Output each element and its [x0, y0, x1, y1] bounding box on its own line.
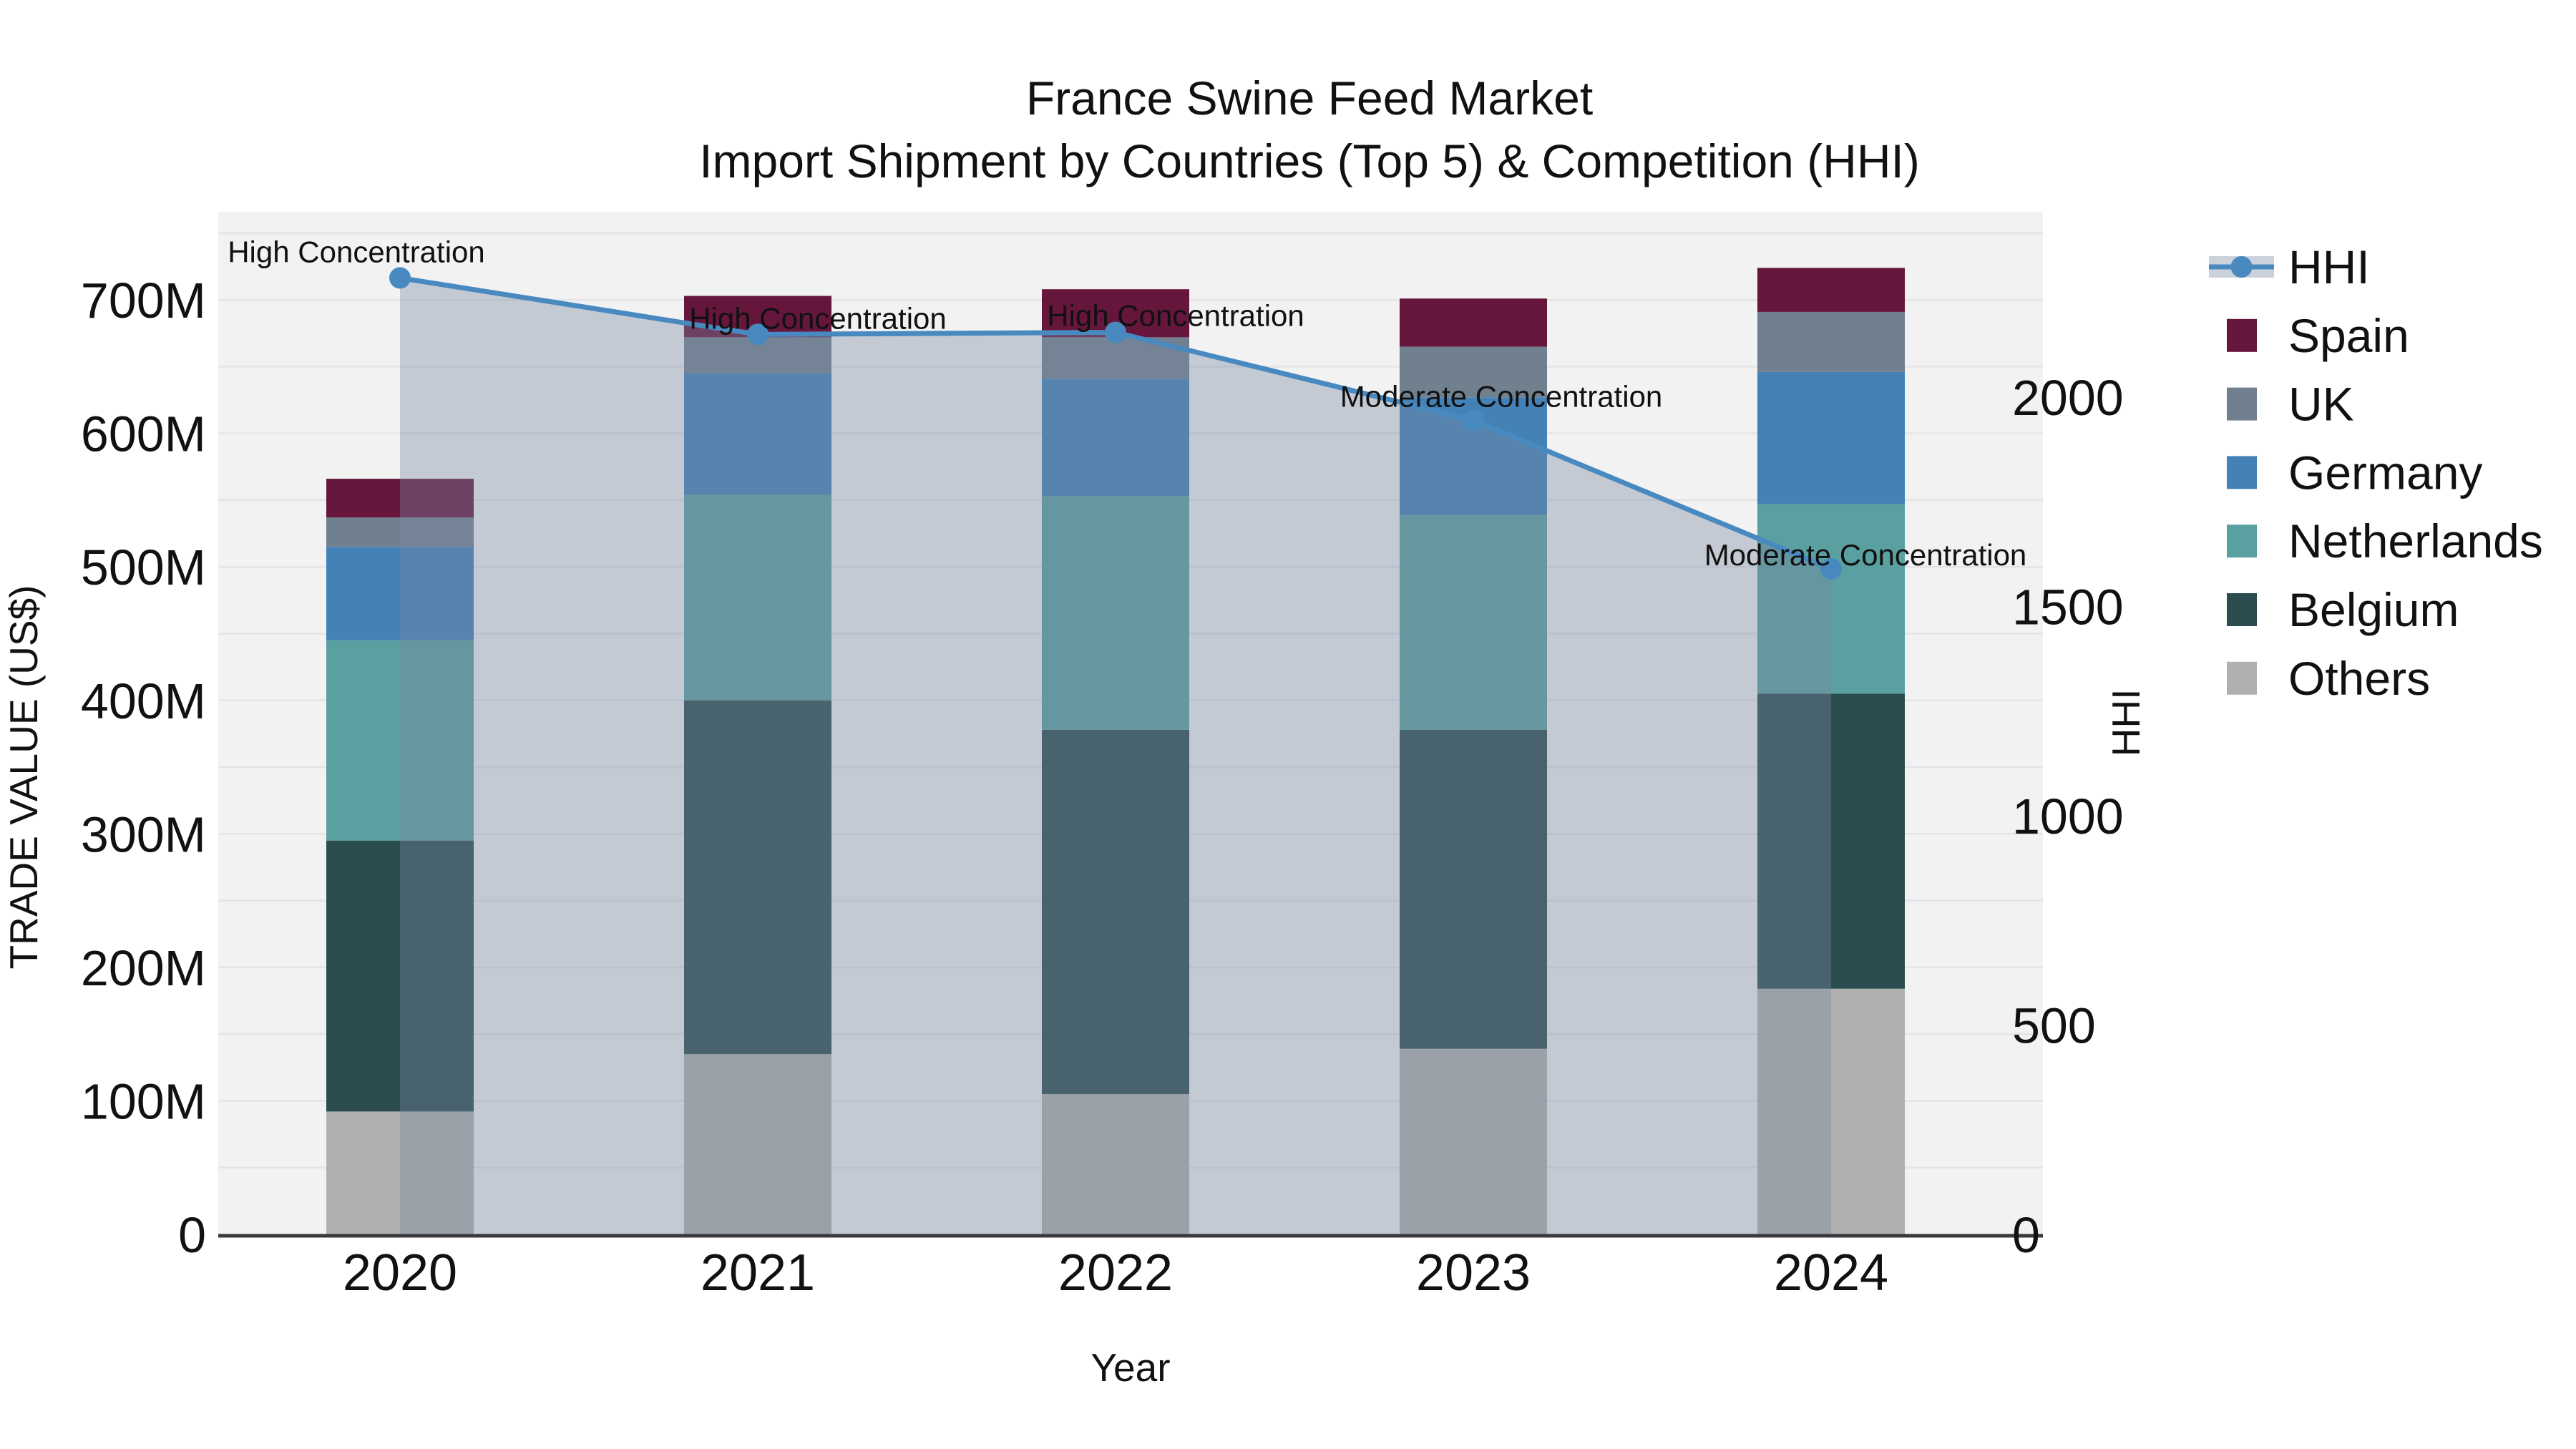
hhi-marker-2024: [1820, 557, 1842, 580]
bar-segment-uk-2023: [1400, 346, 1547, 398]
hhi-marker-2022: [1105, 321, 1126, 343]
chart-title-line2: Import Shipment by Countries (Top 5) & C…: [699, 135, 1920, 187]
legend: HHI Spain UK Germany Netherlands Belgium Other…: [2209, 240, 2543, 705]
legend-label-belgium: Belgium: [2288, 583, 2459, 636]
legend-label-others: Others: [2288, 652, 2430, 705]
bar-segment-germany-2021: [684, 373, 831, 495]
hhi-marker-2020: [389, 267, 411, 289]
legend-swatch-spain: [2227, 318, 2257, 352]
legend-swatch-uk: [2227, 387, 2257, 421]
bar-segment-others-2023: [1400, 1048, 1547, 1234]
x-tick-2024: 2024: [1774, 1244, 1888, 1302]
x-tick-2022: 2022: [1058, 1244, 1173, 1302]
annotation-2024: Moderate Concentration: [1704, 538, 2027, 572]
y-tick-400m: 400M: [81, 673, 206, 729]
chart-title-line1: France Swine Feed Market: [1026, 72, 1593, 125]
annotation-2020: High Concentration: [228, 235, 485, 268]
y2-tick-1000: 1000: [2012, 789, 2124, 844]
bar-segment-others-2022: [1042, 1094, 1189, 1234]
bar-segment-uk-2024: [1757, 311, 1905, 372]
y-tick-0: 0: [178, 1207, 206, 1263]
x-tick-2020: 2020: [343, 1244, 457, 1302]
x-axis-title: Year: [1091, 1345, 1170, 1390]
legend-label-netherlands: Netherlands: [2288, 514, 2543, 567]
y2-tick-500: 500: [2012, 998, 2096, 1054]
legend-item-netherlands: Netherlands: [2227, 514, 2543, 567]
bar-segment-uk-2020: [326, 517, 474, 547]
bar-segment-belgium-2021: [684, 700, 831, 1055]
legend-label-spain: Spain: [2288, 309, 2409, 362]
bar-segment-spain-2024: [1757, 268, 1905, 312]
bar-segment-netherlands-2021: [684, 494, 831, 701]
legend-item-others: Others: [2227, 652, 2430, 705]
bar-segment-germany-2022: [1042, 379, 1189, 497]
legend-item-uk: UK: [2227, 378, 2354, 431]
bar-segment-others-2020: [326, 1111, 474, 1234]
y2-tick-1500: 1500: [2012, 580, 2124, 635]
y-tick-200m: 200M: [81, 940, 206, 996]
hhi-marker-2021: [747, 323, 769, 346]
y-tick-600m: 600M: [81, 406, 206, 462]
legend-label-germany: Germany: [2288, 446, 2482, 499]
annotation-2021: High Concentration: [689, 301, 947, 335]
x-tick-2023: 2023: [1416, 1244, 1531, 1302]
legend-swatch-others: [2227, 661, 2257, 695]
legend-item-spain: Spain: [2227, 309, 2409, 362]
legend-item-germany: Germany: [2227, 446, 2482, 499]
legend-label-uk: UK: [2288, 378, 2354, 431]
annotation-2022: High Concentration: [1047, 298, 1304, 332]
bar-segment-belgium-2024: [1757, 693, 1905, 989]
hhi-marker-2023: [1463, 409, 1484, 431]
bar-segment-belgium-2020: [326, 840, 474, 1112]
bar-segment-germany-2024: [1757, 371, 1905, 504]
bar-segment-germany-2020: [326, 547, 474, 640]
legend-hhi-marker-icon: [2230, 256, 2253, 278]
bar-segment-netherlands-2024: [1757, 504, 1905, 694]
y-tick-700m: 700M: [81, 273, 206, 328]
bar-segment-belgium-2022: [1042, 729, 1189, 1095]
bar-segment-spain-2023: [1400, 298, 1547, 347]
bar-segment-netherlands-2022: [1042, 496, 1189, 730]
bar-segment-others-2021: [684, 1054, 831, 1234]
plot-area: High Concentration High Concentration High…: [81, 212, 2124, 1302]
legend-label-hhi: HHI: [2288, 240, 2370, 293]
y-tick-100m: 100M: [81, 1073, 206, 1129]
hhi-area-fill: [400, 278, 1831, 1235]
y-tick-300m: 300M: [81, 806, 206, 862]
legend-item-belgium: Belgium: [2227, 583, 2459, 636]
bar-segment-belgium-2023: [1400, 729, 1547, 1049]
y2-axis-title: HHI: [2104, 689, 2148, 757]
legend-swatch-belgium: [2227, 593, 2257, 626]
y-tick-500m: 500M: [81, 540, 206, 595]
bar-segment-spain-2020: [326, 479, 474, 518]
annotation-2023: Moderate Concentration: [1340, 379, 1663, 413]
bar-segment-netherlands-2020: [326, 640, 474, 841]
legend-swatch-germany: [2227, 456, 2257, 489]
y2-tick-0: 0: [2012, 1207, 2040, 1263]
x-tick-2021: 2021: [701, 1244, 815, 1302]
bar-segment-netherlands-2023: [1400, 514, 1547, 730]
y2-tick-2000: 2000: [2012, 370, 2124, 426]
legend-swatch-netherlands: [2227, 525, 2257, 558]
legend-item-hhi: HHI: [2209, 240, 2370, 293]
bar-segment-others-2024: [1757, 988, 1905, 1234]
y-axis-title: TRADE VALUE (US$): [1, 585, 46, 970]
